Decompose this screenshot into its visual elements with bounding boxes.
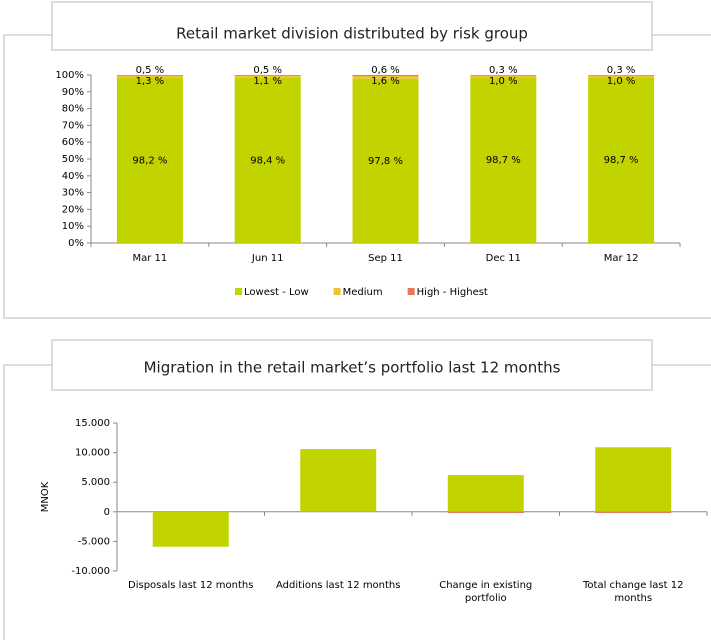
legend-label: High - Highest bbox=[417, 287, 488, 298]
y-tick-label: 40% bbox=[62, 171, 84, 182]
x-tick-label: Change in existing portfolio bbox=[439, 580, 532, 604]
bar bbox=[352, 75, 419, 77]
x-tick-label: Jun 11 bbox=[251, 253, 284, 264]
data-label: 0,6 % bbox=[371, 65, 400, 76]
data-label: 98,7 % bbox=[486, 155, 521, 166]
y-tick-label: 70% bbox=[62, 120, 84, 131]
y-tick-label: 80% bbox=[62, 104, 84, 115]
data-label: 0,3 % bbox=[607, 65, 636, 76]
data-label: 1,3 % bbox=[136, 76, 165, 87]
data-label: 1,1 % bbox=[253, 76, 282, 87]
x-tick-label: Mar 11 bbox=[133, 253, 168, 264]
bar bbox=[588, 75, 655, 78]
data-label: 0,5 % bbox=[253, 65, 282, 76]
y-tick-label: 90% bbox=[62, 87, 84, 98]
y-tick-label: 20% bbox=[62, 204, 84, 215]
bar bbox=[234, 77, 301, 243]
bar bbox=[300, 449, 377, 512]
bar bbox=[234, 75, 301, 76]
panel-2: Migration in the retail market’s portfol… bbox=[3, 339, 711, 640]
panel-border bbox=[3, 364, 52, 640]
y-tick-label: 5.000 bbox=[81, 477, 110, 488]
legend-label: Lowest - Low bbox=[244, 287, 309, 298]
y-tick-label: 0 bbox=[104, 507, 110, 518]
x-tick-label: Disposals last 12 months bbox=[128, 580, 253, 591]
legend-swatch bbox=[407, 288, 415, 295]
data-label: 98,7 % bbox=[604, 155, 639, 166]
title-box bbox=[51, 1, 653, 51]
data-label: 0,5 % bbox=[136, 65, 165, 76]
data-label: 97,8 % bbox=[368, 156, 403, 167]
bar bbox=[352, 78, 419, 243]
legend-label: Medium bbox=[343, 287, 383, 298]
chart-title: Migration in the retail market’s portfol… bbox=[144, 359, 561, 377]
y-tick-label: -10.000 bbox=[71, 566, 110, 577]
x-tick-label: Additions last 12 months bbox=[276, 580, 400, 591]
bar bbox=[588, 75, 655, 76]
x-tick-label: Sep 11 bbox=[368, 253, 403, 264]
y-tick-label: 10% bbox=[62, 221, 84, 232]
y-tick-label: -5.000 bbox=[78, 536, 110, 547]
x-tick-label: Total change last 12 months bbox=[582, 580, 683, 604]
y-tick-label: 15.000 bbox=[75, 418, 110, 429]
bar bbox=[116, 78, 183, 243]
bar bbox=[152, 511, 229, 547]
panel-1: Retail market division distributed by ri… bbox=[3, 1, 711, 319]
legend-swatch bbox=[333, 288, 341, 295]
bar bbox=[116, 75, 183, 76]
data-label: 98,4 % bbox=[250, 155, 285, 166]
bar bbox=[595, 511, 672, 513]
bar bbox=[116, 75, 183, 79]
data-label: 1,0 % bbox=[607, 76, 636, 87]
y-tick-label: 0% bbox=[68, 238, 84, 249]
bar bbox=[588, 77, 655, 244]
y-tick-label: 30% bbox=[62, 188, 84, 199]
bar bbox=[447, 511, 524, 513]
x-tick-label: Mar 12 bbox=[604, 253, 639, 264]
x-tick-label: Dec 11 bbox=[486, 253, 521, 264]
data-label: 1,0 % bbox=[489, 76, 518, 87]
bar bbox=[234, 75, 301, 78]
chart-title: Retail market division distributed by ri… bbox=[176, 25, 528, 43]
title-box bbox=[51, 339, 653, 391]
bar bbox=[470, 75, 537, 78]
bar bbox=[595, 447, 672, 512]
y-tick-label: 10.000 bbox=[75, 448, 110, 459]
y-axis-label: MNOK bbox=[40, 481, 51, 512]
data-label: 1,6 % bbox=[371, 76, 400, 87]
data-label: 0,3 % bbox=[489, 65, 518, 76]
bar bbox=[470, 75, 537, 76]
bar bbox=[470, 77, 537, 244]
legend-swatch bbox=[235, 288, 242, 295]
y-tick-label: 60% bbox=[62, 137, 84, 148]
panel-border bbox=[3, 34, 711, 319]
data-label: 98,2 % bbox=[132, 156, 167, 167]
bar bbox=[447, 475, 524, 512]
y-tick-label: 50% bbox=[62, 154, 84, 165]
y-tick-label: 100% bbox=[55, 70, 84, 81]
bar bbox=[352, 76, 419, 79]
